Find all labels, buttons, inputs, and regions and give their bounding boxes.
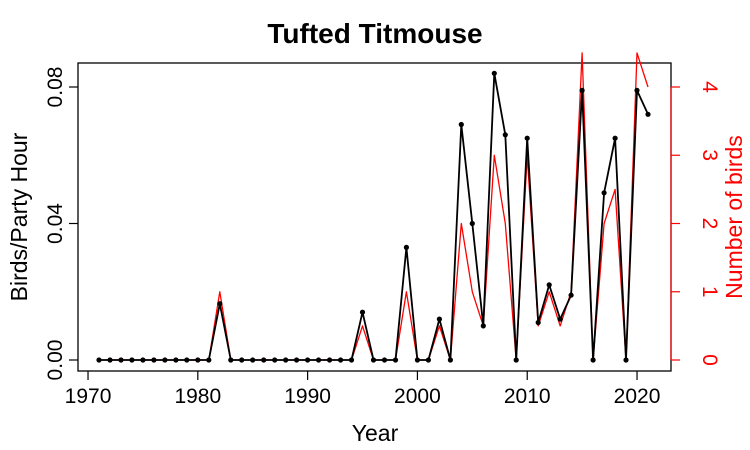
- data-point: [645, 111, 651, 117]
- x-tick-label: 1990: [284, 385, 331, 408]
- series-line-birds-per-party-hour: [99, 72, 649, 361]
- y-right-tick-label: 1: [698, 286, 721, 298]
- data-point: [206, 357, 212, 363]
- data-point: [623, 357, 629, 363]
- data-point: [195, 357, 201, 363]
- data-point: [173, 357, 179, 363]
- y-right-tick-label: 2: [698, 218, 721, 230]
- data-point: [513, 357, 519, 363]
- data-point: [502, 132, 508, 138]
- y-right-tick-label: 3: [698, 149, 721, 161]
- data-point: [359, 309, 366, 315]
- data-point: [129, 357, 135, 363]
- data-point: [107, 357, 113, 363]
- y-right-tick-label: 0: [698, 354, 721, 366]
- x-tick-label: 2010: [504, 385, 551, 408]
- data-point: [140, 357, 146, 363]
- data-point: [634, 87, 640, 93]
- data-point: [370, 357, 377, 363]
- data-point: [403, 244, 409, 250]
- data-point: [151, 357, 157, 363]
- data-point: [524, 135, 530, 141]
- x-axis-label: Year: [352, 420, 399, 446]
- data-point: [612, 135, 618, 141]
- x-tick-label: 1970: [65, 385, 112, 408]
- data-point: [316, 357, 322, 363]
- data-point: [392, 357, 399, 363]
- data-point: [217, 301, 223, 307]
- data-point: [294, 357, 300, 363]
- data-point: [491, 70, 497, 76]
- series-line-number-of-birds: [99, 52, 649, 361]
- data-point: [305, 357, 311, 363]
- data-point: [469, 220, 475, 227]
- data-point: [261, 357, 267, 363]
- data-point: [239, 357, 245, 363]
- data-point: [96, 357, 102, 363]
- data-point: [118, 357, 124, 363]
- y-right-axis-label: Number of birds: [721, 135, 747, 299]
- data-point: [250, 357, 256, 363]
- data-point: [272, 357, 278, 363]
- data-point: [546, 282, 552, 288]
- x-tick-label: 1980: [174, 385, 221, 408]
- data-point: [557, 316, 563, 322]
- data-point: [184, 357, 190, 363]
- data-point: [458, 121, 464, 128]
- y-tick-label: 0.08: [44, 67, 67, 108]
- data-point: [579, 87, 585, 93]
- data-point: [381, 357, 388, 363]
- data-point: [348, 357, 355, 363]
- data-point: [480, 323, 486, 329]
- data-point: [447, 357, 453, 363]
- y-axis-label: Birds/Party Hour: [6, 132, 32, 301]
- y-tick-label: 0.00: [44, 340, 67, 381]
- data-point: [283, 357, 289, 363]
- data-point: [590, 357, 596, 363]
- data-point: [436, 316, 442, 322]
- data-point: [425, 357, 431, 363]
- x-tick-label: 2020: [614, 385, 661, 408]
- x-tick-label: 2000: [394, 385, 441, 408]
- y-right-tick-label: 4: [698, 81, 721, 93]
- data-point: [162, 357, 168, 363]
- data-point: [601, 190, 607, 196]
- data-point: [535, 319, 541, 326]
- y-tick-label: 0.04: [44, 203, 67, 244]
- data-point: [414, 357, 420, 363]
- chart-title: Tufted Titmouse: [267, 18, 482, 49]
- data-point: [228, 357, 234, 363]
- data-point: [568, 292, 574, 298]
- data-point: [327, 357, 333, 363]
- data-point: [338, 357, 344, 363]
